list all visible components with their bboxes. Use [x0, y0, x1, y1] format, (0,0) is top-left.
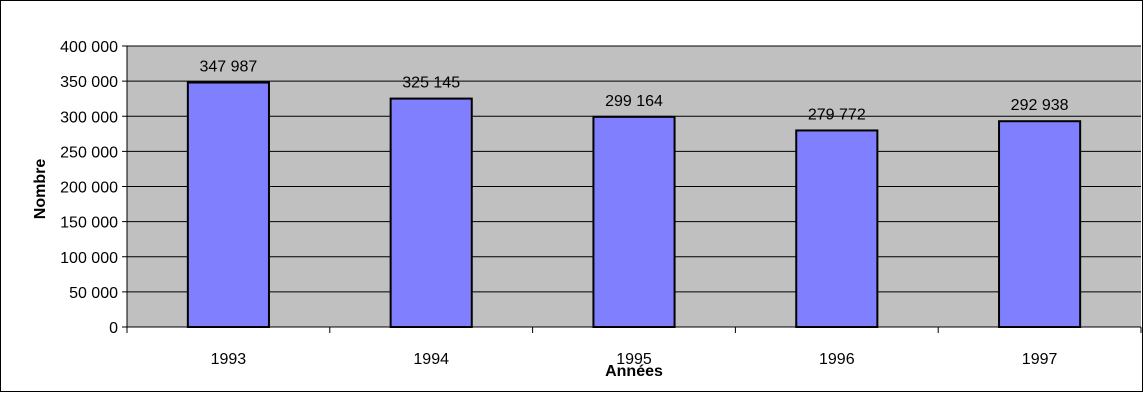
bar	[998, 120, 1082, 328]
data-label: 299 164	[605, 93, 663, 110]
x-tick-label: 1995	[616, 351, 652, 368]
bar	[186, 81, 270, 328]
axes	[122, 45, 1142, 333]
y-axis-title: Nombre	[32, 159, 49, 220]
y-tick-label: 300 000	[60, 109, 118, 126]
data-label: 292 938	[1011, 97, 1069, 114]
x-tick-label: 1996	[819, 351, 855, 368]
y-tick-label: 350 000	[60, 74, 118, 91]
x-tick-label: 1993	[211, 351, 247, 368]
data-label: 279 772	[808, 106, 866, 123]
x-axis-title: Années	[605, 363, 663, 380]
y-tick-label: 400 000	[60, 39, 118, 56]
data-label: 347 987	[199, 59, 257, 76]
y-tick-label: 150 000	[60, 215, 118, 232]
bar	[795, 129, 879, 328]
y-tick-label: 50 000	[69, 285, 118, 302]
bar	[592, 115, 676, 328]
y-tick-label: 200 000	[60, 180, 118, 197]
labels: 0 50 000 100 000 150 000 200 000 250 000 300 0…	[60, 39, 1068, 368]
bar	[389, 97, 473, 329]
y-tick-label: 0	[109, 320, 118, 337]
y-tick-label: 250 000	[60, 144, 118, 161]
bars	[186, 81, 1082, 329]
x-tick-label: 1994	[413, 351, 449, 368]
y-tick-label: 100 000	[60, 250, 118, 267]
data-label: 325 145	[402, 75, 460, 92]
x-tick-label: 1997	[1022, 351, 1058, 368]
